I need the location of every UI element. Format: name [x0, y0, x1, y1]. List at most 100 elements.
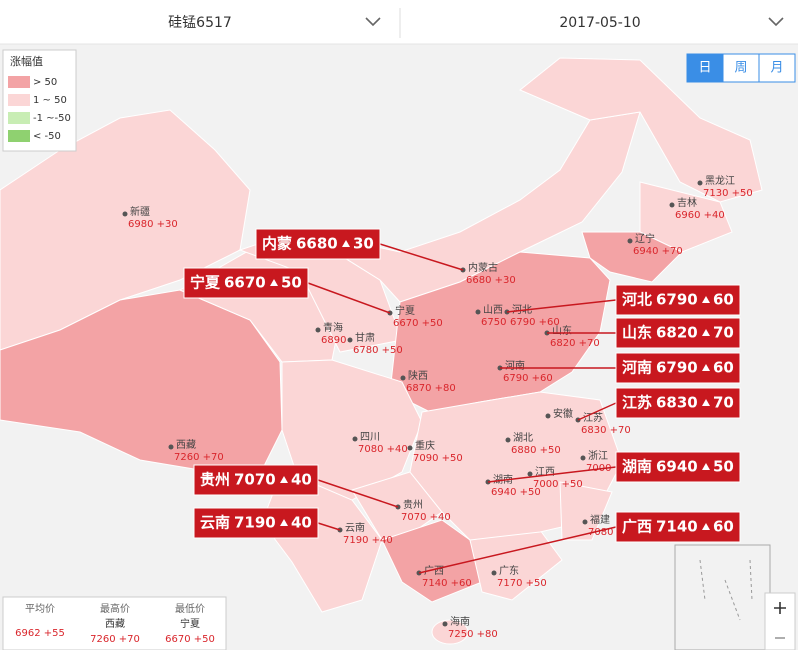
summary-line: 6670 +50 [165, 634, 215, 645]
province-value: 6790 +60 [510, 317, 560, 328]
province-value: 7080 +40 [358, 444, 408, 455]
province-value: 6940 +70 [633, 246, 683, 257]
callout-change: 60 [713, 359, 734, 377]
date-select[interactable]: 2017-05-10 [559, 15, 640, 31]
province-name: 吉林 [677, 196, 697, 209]
zoom-in[interactable] [774, 602, 786, 614]
zoom-control [764, 592, 796, 650]
province-name: 湖北 [513, 432, 533, 444]
province-name: 重庆 [415, 439, 435, 452]
callout-leader [577, 402, 617, 421]
province-value: 6940 +50 [491, 487, 541, 498]
callout-name: 宁夏 [190, 274, 221, 292]
up-arrow [270, 279, 278, 286]
province-name: 内蒙古 [468, 261, 498, 274]
province-value: 7000 +50 [533, 479, 583, 490]
chevron[interactable] [768, 17, 784, 27]
province-dot [697, 180, 703, 186]
legend-label: 1 ~ 50 [33, 95, 67, 106]
callout-box [615, 284, 741, 316]
region [559, 481, 613, 541]
province-dot [582, 519, 588, 525]
callout-leader [418, 526, 617, 574]
tab-label[interactable]: 日 [698, 61, 711, 76]
province-name: 海南 [450, 615, 470, 628]
callout-box [615, 352, 741, 384]
region [431, 619, 469, 645]
province-name: 黑龙江 [705, 174, 735, 187]
up-arrow [280, 476, 288, 483]
province-dot [545, 413, 551, 419]
callout-box [255, 228, 381, 260]
province-name: 江苏 [583, 411, 603, 424]
province-value: 6830 +70 [581, 425, 631, 436]
province-value: 7080 [588, 527, 613, 538]
province-name: 福建 [590, 513, 610, 526]
province-name: 河南 [505, 359, 525, 372]
summary-line: 西藏 [105, 618, 125, 630]
callout-price: 6790 [656, 359, 698, 377]
callout-price: 6820 [656, 324, 698, 342]
province-value: 6880 +50 [511, 445, 561, 456]
callout-change: 60 [713, 518, 734, 536]
summary-title: 最低价 [175, 602, 205, 615]
up-arrow [702, 463, 710, 470]
callout-leader [317, 522, 341, 531]
province-value: 7260 +70 [174, 452, 224, 463]
callout-name: 河北 [622, 291, 652, 309]
callout-name: 云南 [200, 514, 230, 532]
callout-price: 7070 [234, 471, 276, 489]
callout-price: 6790 [656, 291, 698, 309]
callout-name: 贵州 [200, 471, 230, 489]
callout-leader [506, 299, 617, 313]
callout-box [615, 451, 741, 483]
legend-label: -1 ~-50 [33, 113, 71, 124]
province-name: 陕西 [408, 369, 428, 382]
region [639, 181, 733, 253]
callout-box [615, 511, 741, 543]
callout-name: 河南 [622, 359, 652, 377]
callout-name: 广西 [622, 518, 652, 536]
province-dot [580, 455, 586, 461]
up-arrow [342, 240, 350, 247]
province-dot [122, 211, 128, 217]
callout-change: 60 [713, 291, 734, 309]
legend-swatch [8, 76, 30, 88]
tab-label[interactable]: 周 [734, 61, 747, 76]
province-dot [627, 238, 633, 244]
province-name: 四川 [360, 432, 380, 443]
province-value: 6750 [481, 317, 506, 328]
callout-change: 50 [281, 274, 302, 292]
chevron[interactable] [365, 17, 381, 27]
province-dot [400, 375, 406, 381]
callout-price: 6830 [656, 394, 698, 412]
up-arrow [702, 296, 710, 303]
summary-title: 最高价 [100, 602, 130, 615]
province-value: 7190 +40 [343, 535, 393, 546]
province-dot [442, 621, 448, 627]
province-value: 7250 +80 [448, 629, 498, 640]
callout-change: 50 [713, 458, 734, 476]
province-value: 7170 +50 [497, 578, 547, 589]
province-value: 7140 +60 [422, 578, 472, 589]
up-arrow [280, 519, 288, 526]
callout-change: 30 [353, 235, 374, 253]
product-select[interactable]: 硅锰6517 [168, 15, 232, 31]
callout-change: 40 [291, 514, 312, 532]
legend-swatch [8, 112, 30, 124]
province-dot [505, 437, 511, 443]
tab[interactable] [758, 53, 796, 83]
summary-box [2, 596, 227, 650]
province-dot [527, 471, 533, 477]
tab-label[interactable]: 月 [770, 61, 783, 76]
province-value: 7070 +40 [401, 512, 451, 523]
callout-price: 7140 [656, 518, 698, 536]
province-value: 7130 +50 [703, 188, 753, 199]
tab[interactable] [722, 53, 760, 83]
province-name: 甘肃 [355, 331, 375, 344]
callout-box [615, 387, 741, 419]
province-name: 浙江 [588, 450, 608, 462]
legend-label: > 50 [33, 77, 57, 88]
summary-line: 7260 +70 [90, 634, 140, 645]
callout-leader [307, 282, 391, 314]
